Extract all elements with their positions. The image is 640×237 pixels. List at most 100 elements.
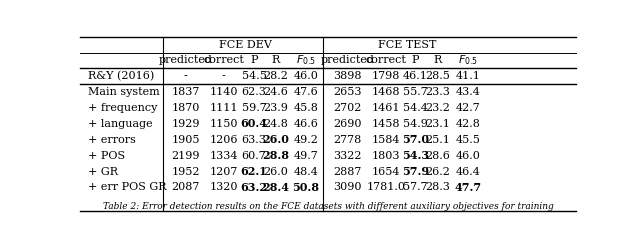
Text: 23.9: 23.9 bbox=[264, 103, 289, 113]
Text: 2887: 2887 bbox=[333, 167, 362, 177]
Text: 54.9: 54.9 bbox=[403, 119, 428, 129]
Text: Main system: Main system bbox=[88, 87, 160, 97]
Text: 1150: 1150 bbox=[209, 119, 238, 129]
Text: 49.2: 49.2 bbox=[294, 135, 318, 145]
Text: 47.7: 47.7 bbox=[454, 182, 482, 193]
Text: 2653: 2653 bbox=[333, 87, 362, 97]
Text: 1952: 1952 bbox=[171, 167, 200, 177]
Text: 57.9: 57.9 bbox=[402, 166, 429, 177]
Text: 46.0: 46.0 bbox=[294, 71, 318, 81]
Text: 54.4: 54.4 bbox=[403, 103, 428, 113]
Text: + language: + language bbox=[88, 119, 152, 129]
Text: 2199: 2199 bbox=[171, 151, 200, 161]
Text: 1905: 1905 bbox=[171, 135, 200, 145]
Text: FCE DEV: FCE DEV bbox=[220, 40, 272, 50]
Text: 1207: 1207 bbox=[210, 167, 238, 177]
Text: 1781.0: 1781.0 bbox=[367, 182, 406, 192]
Text: 23.2: 23.2 bbox=[425, 103, 450, 113]
Text: P: P bbox=[250, 55, 258, 65]
Text: 62.3: 62.3 bbox=[242, 87, 266, 97]
Text: 54.5: 54.5 bbox=[242, 71, 266, 81]
Text: 1458: 1458 bbox=[372, 119, 400, 129]
Text: 1870: 1870 bbox=[172, 103, 200, 113]
Text: 55.7: 55.7 bbox=[403, 87, 428, 97]
Text: 1334: 1334 bbox=[209, 151, 238, 161]
Text: + GR: + GR bbox=[88, 167, 118, 177]
Text: + frequency: + frequency bbox=[88, 103, 157, 113]
Text: 42.7: 42.7 bbox=[456, 103, 481, 113]
Text: + err POS GR: + err POS GR bbox=[88, 182, 166, 192]
Text: 1461: 1461 bbox=[372, 103, 400, 113]
Text: 26.0: 26.0 bbox=[262, 134, 289, 145]
Text: 45.8: 45.8 bbox=[294, 103, 318, 113]
Text: 25.1: 25.1 bbox=[425, 135, 450, 145]
Text: 57.7: 57.7 bbox=[403, 182, 428, 192]
Text: R: R bbox=[272, 55, 280, 65]
Text: 1468: 1468 bbox=[372, 87, 400, 97]
Text: R&Y (2016): R&Y (2016) bbox=[88, 71, 154, 82]
Text: 46.0: 46.0 bbox=[456, 151, 481, 161]
Text: correct: correct bbox=[204, 55, 244, 65]
Text: Table 2: Error detection results on the FCE datasets with different auxiliary ob: Table 2: Error detection results on the … bbox=[102, 202, 554, 211]
Text: 24.8: 24.8 bbox=[264, 119, 289, 129]
Text: 1320: 1320 bbox=[209, 182, 238, 192]
Text: 1206: 1206 bbox=[209, 135, 238, 145]
Text: 48.4: 48.4 bbox=[294, 167, 318, 177]
Text: 1654: 1654 bbox=[372, 167, 400, 177]
Text: 2690: 2690 bbox=[333, 119, 362, 129]
Text: 23.1: 23.1 bbox=[425, 119, 450, 129]
Text: 42.8: 42.8 bbox=[456, 119, 481, 129]
Text: 3322: 3322 bbox=[333, 151, 362, 161]
Text: 3090: 3090 bbox=[333, 182, 362, 192]
Text: 2087: 2087 bbox=[172, 182, 200, 192]
Text: + errors: + errors bbox=[88, 135, 136, 145]
Text: 50.8: 50.8 bbox=[292, 182, 319, 193]
Text: 1111: 1111 bbox=[209, 103, 238, 113]
Text: 63.2: 63.2 bbox=[241, 182, 268, 193]
Text: 46.1: 46.1 bbox=[403, 71, 428, 81]
Text: 1837: 1837 bbox=[172, 87, 200, 97]
Text: predicted: predicted bbox=[321, 55, 375, 65]
Text: 43.4: 43.4 bbox=[456, 87, 481, 97]
Text: -: - bbox=[222, 71, 226, 81]
Text: 3898: 3898 bbox=[333, 71, 362, 81]
Text: 28.4: 28.4 bbox=[262, 182, 289, 193]
Text: 45.5: 45.5 bbox=[456, 135, 481, 145]
Text: P: P bbox=[412, 55, 419, 65]
Text: 23.3: 23.3 bbox=[425, 87, 450, 97]
Text: 60.7: 60.7 bbox=[242, 151, 266, 161]
Text: $F_{0.5}$: $F_{0.5}$ bbox=[458, 54, 478, 67]
Text: + POS: + POS bbox=[88, 151, 125, 161]
Text: 57.0: 57.0 bbox=[402, 134, 429, 145]
Text: 60.4: 60.4 bbox=[241, 118, 268, 129]
Text: $F_{0.5}$: $F_{0.5}$ bbox=[296, 54, 316, 67]
Text: 59.7: 59.7 bbox=[242, 103, 266, 113]
Text: 28.2: 28.2 bbox=[264, 71, 289, 81]
Text: 54.3: 54.3 bbox=[402, 150, 429, 161]
Text: FCE TEST: FCE TEST bbox=[378, 40, 436, 50]
Text: 1140: 1140 bbox=[209, 87, 238, 97]
Text: 62.1: 62.1 bbox=[241, 166, 268, 177]
Text: 46.6: 46.6 bbox=[294, 119, 318, 129]
Text: 63.3: 63.3 bbox=[242, 135, 266, 145]
Text: 26.2: 26.2 bbox=[425, 167, 450, 177]
Text: 47.6: 47.6 bbox=[294, 87, 318, 97]
Text: 1584: 1584 bbox=[372, 135, 400, 145]
Text: predicted: predicted bbox=[159, 55, 212, 65]
Text: 41.1: 41.1 bbox=[456, 71, 481, 81]
Text: 46.4: 46.4 bbox=[456, 167, 481, 177]
Text: 1929: 1929 bbox=[171, 119, 200, 129]
Text: 1803: 1803 bbox=[372, 151, 400, 161]
Text: 2702: 2702 bbox=[333, 103, 362, 113]
Text: 28.8: 28.8 bbox=[262, 150, 289, 161]
Text: 24.6: 24.6 bbox=[264, 87, 289, 97]
Text: 2778: 2778 bbox=[333, 135, 362, 145]
Text: 28.6: 28.6 bbox=[425, 151, 450, 161]
Text: 49.7: 49.7 bbox=[294, 151, 318, 161]
Text: -: - bbox=[184, 71, 188, 81]
Text: R: R bbox=[433, 55, 442, 65]
Text: 1798: 1798 bbox=[372, 71, 400, 81]
Text: 28.3: 28.3 bbox=[425, 182, 450, 192]
Text: 28.5: 28.5 bbox=[425, 71, 450, 81]
Text: 26.0: 26.0 bbox=[264, 167, 289, 177]
